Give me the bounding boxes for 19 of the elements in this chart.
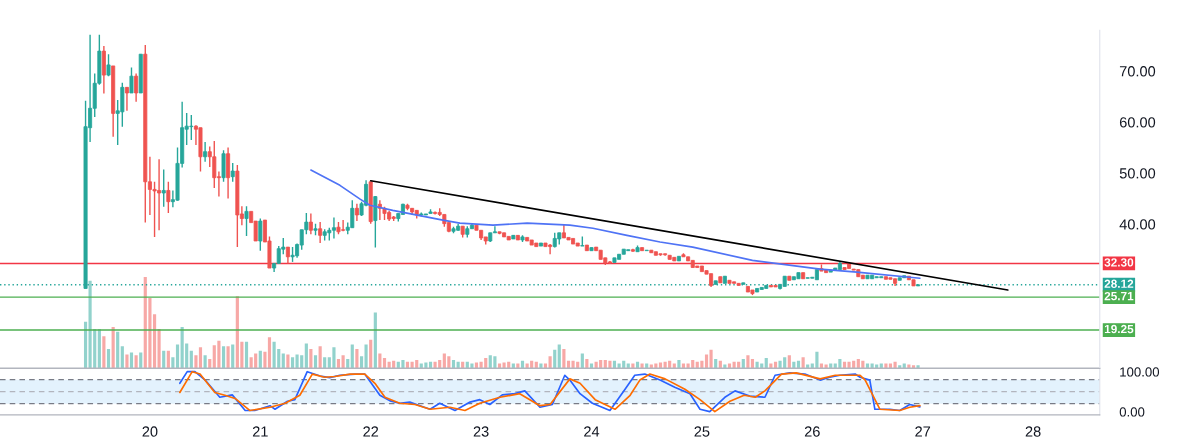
y-tick-label: 50.00: [1119, 168, 1156, 179]
x-tick-label: 25: [694, 426, 710, 437]
x-tick-label: 24: [584, 426, 600, 437]
x-tick-label: 26: [804, 426, 820, 437]
y-tick-label: 100.00: [1120, 367, 1160, 377]
ref-line-label: 28.12: [1104, 279, 1134, 288]
y-tick-label: 60.00: [1119, 117, 1156, 128]
x-tick-label: 23: [473, 426, 489, 437]
x-tick-label: 21: [252, 426, 268, 437]
x-tick-label: 22: [363, 426, 379, 437]
y-tick-label: 0.00: [1119, 407, 1145, 417]
x-tick-label: 20: [142, 426, 158, 437]
x-tick-label: 27: [915, 426, 931, 437]
ref-line-label: 19.25: [1104, 324, 1134, 334]
y-tick-label: 70.00: [1119, 66, 1156, 77]
ref-line-label: 25.71: [1104, 291, 1134, 301]
x-tick-label: 28: [1025, 426, 1041, 437]
ref-line-label: 32.30: [1104, 258, 1134, 267]
y-tick-label: 40.00: [1119, 219, 1156, 230]
